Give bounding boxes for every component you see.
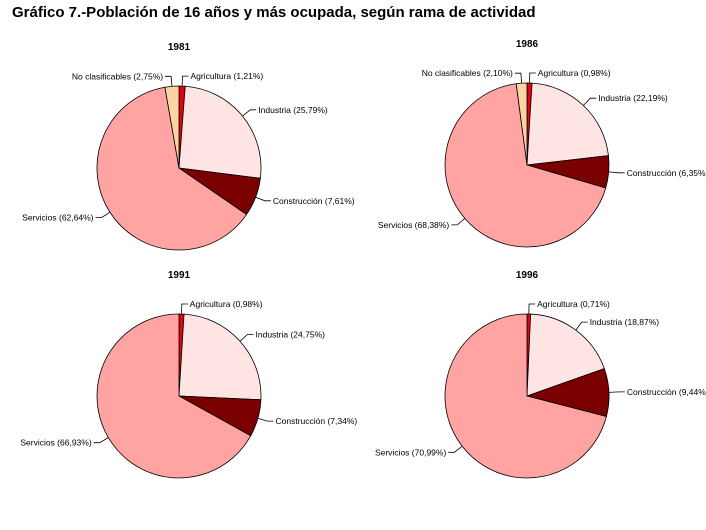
pie-slice-industria [526,82,609,166]
pie-chart-1991: 1991 Agricultura (0,98%) Industria (24,75%… [20,270,358,479]
leader-line-industria [575,321,588,331]
slice-label-agricultura: Agricultura (0,98%) [538,68,611,78]
pie-slice-servicios [444,313,607,479]
leader-line-agricultura [529,72,536,84]
chart-title: 1981 [168,42,191,53]
slice-label-servicios: Servicios (70,99%) [375,447,447,457]
slice-label-agricultura: Agricultura (1,21%) [191,71,264,81]
slice-label-construccion: Construcción (7,34%) [276,416,358,426]
leader-line-no-clasificables [514,72,522,84]
pie-chart-1981: 1981 Agricultura (1,21%) Industria (25,79%… [22,42,355,251]
leader-line-industria [239,334,254,342]
slice-label-no-clasificables: No clasificables (2,75%) [72,71,163,81]
slice-label-agricultura: Agricultura (0,98%) [190,299,263,309]
leader-line-construccion [608,171,625,174]
leader-line-construccion [608,391,625,393]
slice-label-construccion: Construcción (9,44%) [627,387,706,397]
leader-line-servicios [448,445,463,453]
slice-label-no-clasificables: No clasificables (2,10%) [422,68,513,78]
pie-slice-servicios [444,83,607,248]
pie-slice-no-clasificables [164,85,180,169]
slice-label-industria: Industria (24,75%) [256,330,326,340]
leader-line-servicios [451,218,466,226]
leader-line-agricultura [528,303,536,315]
leader-line-construccion [257,418,274,422]
leader-line-industria [242,109,257,117]
leader-line-construccion [255,196,271,202]
pie-slice-industria [526,313,605,397]
chart-title: 1991 [168,270,191,281]
leader-line-servicios [93,437,109,444]
chart-title: 1996 [516,270,539,281]
chart-title: 1986 [516,39,539,50]
slice-label-servicios: Servicios (68,38%) [378,220,450,230]
slice-label-servicios: Servicios (66,93%) [20,438,92,448]
slice-label-construccion: Construcción (7,61%) [273,196,355,206]
slice-label-agricultura: Agricultura (0,71%) [537,299,610,309]
leader-line-agricultura [181,75,189,87]
pie-chart-1986: 1986 Agricultura (0,98%) Industria (22,19%… [378,39,706,248]
pie-slice-servicios [96,86,248,251]
pie-slice-industria [178,85,262,179]
slice-label-industria: Industria (25,79%) [258,105,328,115]
leader-line-industria [583,97,597,106]
leader-line-servicios [95,211,111,219]
slice-label-industria: Industria (18,87%) [590,317,660,327]
slice-label-construccion: Construcción (6,35%) [627,168,706,178]
page-title: Gráfico 7.-Población de 16 años y más oc… [12,4,536,21]
leader-line-agricultura [181,303,188,315]
pie-chart-1996: 1996 Agricultura (0,71%) Industria (18,87%… [375,270,706,479]
slice-label-servicios: Servicios (62,64%) [22,213,94,223]
pie-slice-servicios [96,313,252,479]
leader-line-no-clasificables [165,75,173,87]
slice-label-industria: Industria (22,19%) [598,93,668,103]
pie-slice-industria [178,313,262,401]
